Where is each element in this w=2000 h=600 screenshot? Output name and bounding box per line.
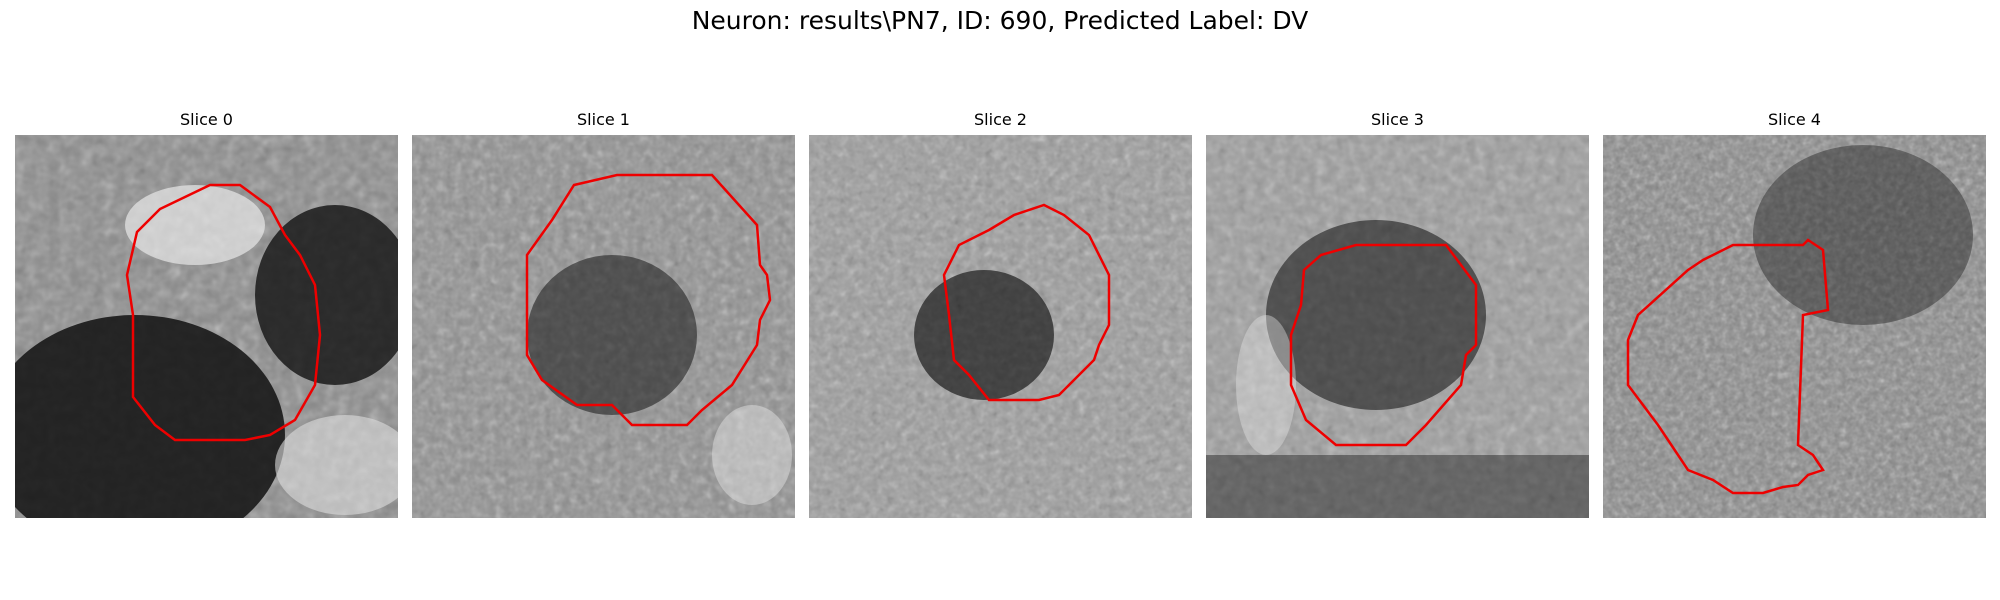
slice-2-title: Slice 2 xyxy=(974,110,1027,129)
slice-1-image xyxy=(412,135,795,518)
slice-1-title: Slice 1 xyxy=(577,110,630,129)
slice-1-contour xyxy=(525,173,772,427)
figure-title: Neuron: results\PN7, ID: 690, Predicted … xyxy=(691,6,1309,35)
slice-3-title: Slice 3 xyxy=(1371,110,1424,129)
slice-4-image xyxy=(1603,135,1986,518)
slice-0-title: Slice 0 xyxy=(180,110,233,129)
slice-0-image xyxy=(15,135,398,518)
slice-4-contour xyxy=(1626,238,1830,495)
slice-2-contour xyxy=(942,203,1111,402)
slice-4-title: Slice 4 xyxy=(1768,110,1821,129)
slice-3-contour xyxy=(1289,243,1478,447)
slice-2-image xyxy=(809,135,1192,518)
slice-3-image xyxy=(1206,135,1589,518)
slice-0-contour xyxy=(125,183,322,442)
